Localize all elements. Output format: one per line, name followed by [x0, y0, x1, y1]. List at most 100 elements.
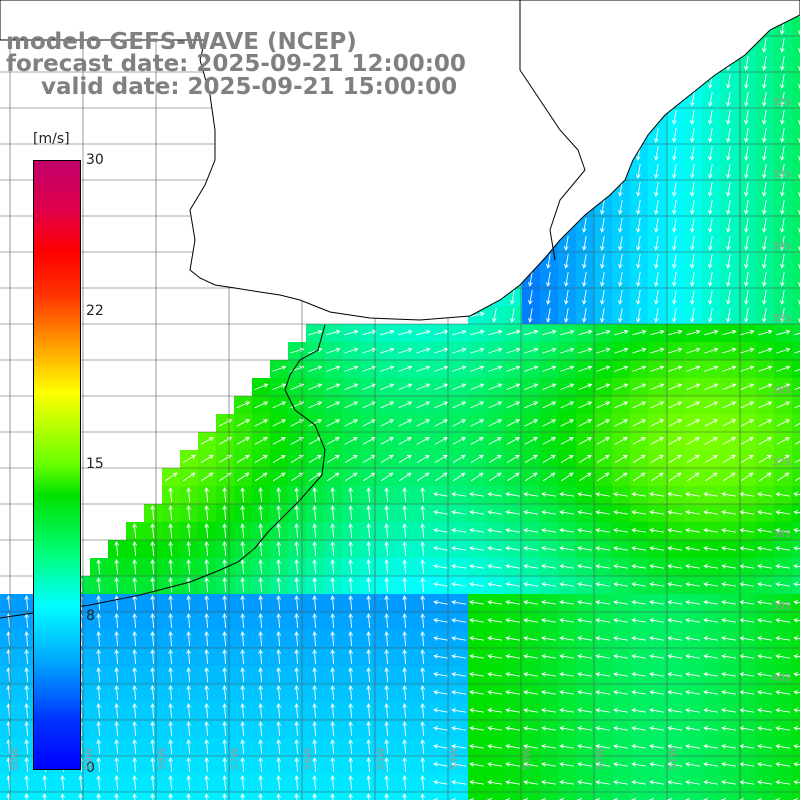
wind-arrow [384, 559, 389, 575]
wind-arrow [757, 492, 772, 497]
wind-arrow [258, 631, 263, 647]
wind-arrow [433, 708, 448, 713]
wind-arrow [762, 200, 767, 215]
wind-arrow [524, 329, 539, 336]
wind-arrow [402, 721, 407, 737]
wind-arrow [24, 721, 29, 737]
wind-arrow [150, 505, 155, 521]
wind-arrow [186, 775, 191, 791]
wind-arrow [668, 454, 682, 464]
wind-arrow [614, 365, 629, 372]
wind-arrow [595, 492, 610, 497]
wind-arrow [636, 308, 641, 323]
wind-arrow [416, 365, 431, 372]
wind-cell [792, 432, 800, 450]
wind-arrow [290, 454, 304, 464]
wind-arrow [744, 272, 749, 287]
wind-arrow [775, 546, 790, 551]
wind-arrow [222, 775, 227, 791]
wind-arrow [793, 780, 800, 785]
wind-arrow [488, 383, 503, 391]
wind-arrow [740, 347, 755, 354]
wind-arrow [258, 505, 263, 521]
wind-arrow [794, 459, 800, 464]
wind-arrow [505, 492, 520, 497]
wind-arrow [726, 254, 731, 269]
wind-arrow [744, 110, 749, 125]
wind-arrow [726, 308, 731, 323]
wind-arrow [433, 690, 448, 695]
wind-arrow [542, 419, 557, 427]
wind-arrow [186, 793, 191, 800]
wind-arrow [721, 564, 736, 569]
wind-arrow [564, 254, 569, 269]
wind-arrow [258, 613, 263, 629]
wind-arrow [780, 200, 785, 215]
wind-arrow [150, 739, 155, 755]
wind-arrow [722, 419, 737, 427]
wind-arrow [348, 559, 353, 575]
wind-arrow [416, 383, 431, 391]
wind-cell [792, 306, 800, 324]
wind-arrow [762, 110, 767, 125]
wind-arrow [330, 523, 335, 539]
wind-arrow [398, 365, 413, 372]
wind-arrow [541, 780, 556, 785]
wind-arrow [186, 757, 191, 773]
wind-arrow [168, 721, 173, 737]
wind-arrow [505, 510, 520, 515]
wind-arrow [775, 582, 790, 587]
wind-arrow [186, 721, 191, 737]
wind-arrow [276, 739, 281, 755]
wind-arrow [487, 636, 502, 641]
wind-arrow [667, 726, 682, 731]
wind-arrow [506, 365, 521, 372]
wind-arrow [505, 744, 520, 749]
wind-arrow [452, 419, 467, 427]
wind-arrow [344, 472, 358, 482]
wind-arrow [433, 762, 448, 767]
wind-arrow [631, 690, 646, 695]
wind-arrow [186, 487, 191, 503]
wind-arrow [560, 347, 575, 354]
wind-arrow [150, 703, 155, 719]
wind-arrow [559, 708, 574, 713]
wind-arrow [240, 739, 245, 755]
wind-arrow [667, 564, 682, 569]
wind-arrow [690, 182, 695, 197]
wind-arrow [510, 308, 515, 323]
wind-arrow [577, 528, 592, 533]
wind-cell [792, 414, 800, 432]
wind-arrow [776, 419, 791, 427]
coastline-argentina [0, 324, 326, 619]
wind-arrow [596, 419, 611, 427]
wind-arrow [398, 472, 412, 482]
wind-cell [792, 396, 800, 414]
wind-arrow [344, 401, 359, 409]
wind-arrow [380, 472, 394, 482]
wind-arrow [564, 236, 569, 251]
wind-arrow [613, 744, 628, 749]
wind-arrow [204, 667, 209, 683]
wind-vectors [6, 2, 800, 800]
wind-arrow [168, 613, 173, 629]
wind-arrow [685, 564, 700, 569]
wind-arrow [469, 654, 484, 659]
wind-arrow [560, 472, 574, 482]
wind-arrow [578, 419, 593, 427]
wind-cell [792, 72, 800, 90]
wind-arrow [618, 236, 623, 251]
wind-arrow [488, 329, 503, 336]
wind-arrow [240, 631, 245, 647]
wind-arrow [523, 708, 538, 713]
wind-arrow [559, 600, 574, 605]
wind-arrow [168, 703, 173, 719]
wind-arrow [330, 541, 335, 557]
wind-arrow [200, 454, 214, 464]
wind-arrow [186, 703, 191, 719]
wind-arrow [668, 472, 682, 482]
wind-arrow [775, 618, 790, 623]
wind-arrow [402, 613, 407, 629]
wind-arrow [312, 595, 317, 611]
wind-arrow [631, 546, 646, 551]
